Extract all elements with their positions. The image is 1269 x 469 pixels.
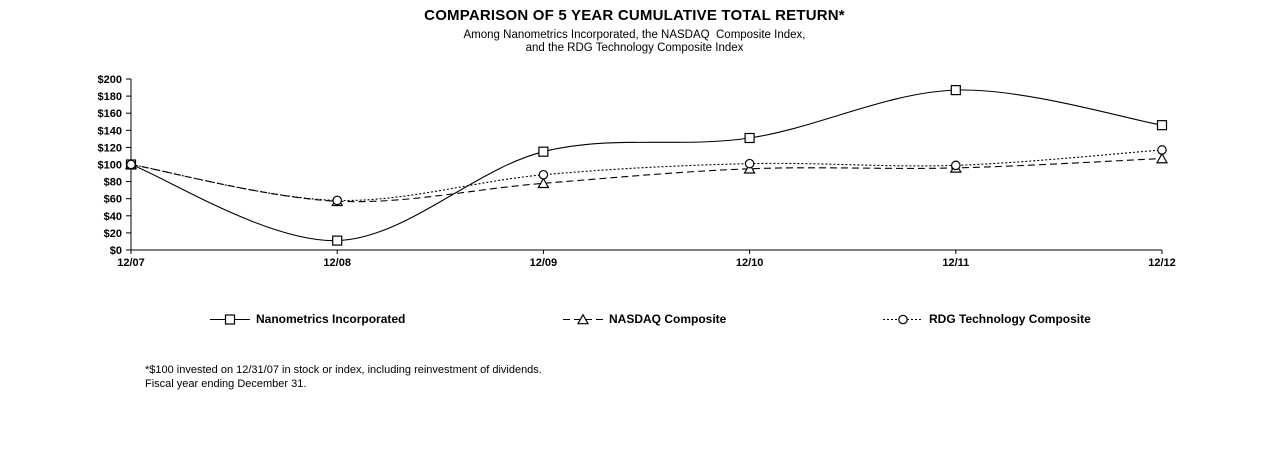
series-line-nanometrics-incorporated (130, 89, 1163, 242)
legend-square-solid-line-icon (210, 313, 250, 325)
x-tick-label: 12/07 (117, 257, 145, 269)
y-tick-label: $140 (98, 125, 122, 137)
y-tick-label: $200 (98, 74, 122, 86)
data-point-circle-marker (538, 169, 549, 180)
data-point-triangle-marker (1155, 152, 1169, 164)
data-point-circle-marker (332, 195, 342, 206)
x-tick-label: 12/10 (736, 257, 764, 269)
series-line-rdg-technology-composite (130, 149, 1163, 202)
series-line-nasdaq-composite (130, 157, 1163, 203)
y-tick-label: $40 (104, 211, 122, 223)
y-tick-label: $100 (98, 160, 122, 172)
footnote: *$100 invested on 12/31/07 in stock or i… (145, 364, 542, 391)
data-point-triangle-marker (743, 162, 756, 174)
x-tick-label: 12/09 (530, 257, 558, 269)
data-point-circle-marker (744, 158, 755, 169)
y-tick-label: $80 (104, 177, 122, 189)
chart-title: COMPARISON OF 5 YEAR CUMULATIVE TOTAL RE… (424, 7, 845, 24)
data-point-circle-marker (898, 314, 908, 324)
legend-circle-dotted-line-icon (883, 314, 923, 324)
data-point-triangle-marker (537, 177, 550, 189)
legend-item-nasdaq: NASDAQ Composite (563, 312, 726, 326)
data-point-square-marker (950, 85, 961, 96)
y-tick-label: $120 (98, 142, 122, 154)
data-point-circle-marker (126, 159, 136, 170)
data-point-square-marker (1156, 120, 1168, 131)
x-tick-label: 12/08 (323, 257, 351, 269)
legend-label: NASDAQ Composite (609, 312, 727, 326)
x-tick-label: 12/12 (1148, 257, 1176, 269)
legend-label: Nanometrics Incorporated (256, 312, 406, 326)
legend-item-rdg: RDG Technology Composite (883, 312, 1091, 326)
data-point-square-marker (538, 146, 549, 157)
y-tick-label: $0 (110, 245, 122, 257)
data-point-square-marker (332, 235, 343, 246)
data-point-circle-marker (950, 160, 961, 171)
legend-label: RDG Technology Composite (929, 312, 1091, 326)
data-point-triangle-marker (576, 312, 590, 324)
x-tick-label: 12/11 (942, 257, 969, 269)
data-point-square-marker (224, 313, 236, 325)
y-tick-label: $180 (98, 91, 122, 103)
y-tick-label: $20 (104, 228, 122, 240)
footnote-line2: Fiscal year ending December 31. (145, 377, 307, 390)
chart-subtitle-line2: and the RDG Technology Composite Index (525, 42, 744, 54)
legend-item-nanometrics: Nanometrics Incorporated (210, 312, 405, 326)
chart-subtitle-line1: Among Nanometrics Incorporated, the NASD… (463, 29, 806, 41)
y-tick-label: $60 (104, 194, 122, 206)
footnote-line1: *$100 invested on 12/31/07 in stock or i… (145, 364, 542, 376)
legend-triangle-dashed-line-icon (563, 312, 603, 324)
data-point-circle-marker (1157, 145, 1167, 155)
data-point-square-marker (744, 132, 755, 144)
y-tick-label: $160 (98, 108, 122, 120)
